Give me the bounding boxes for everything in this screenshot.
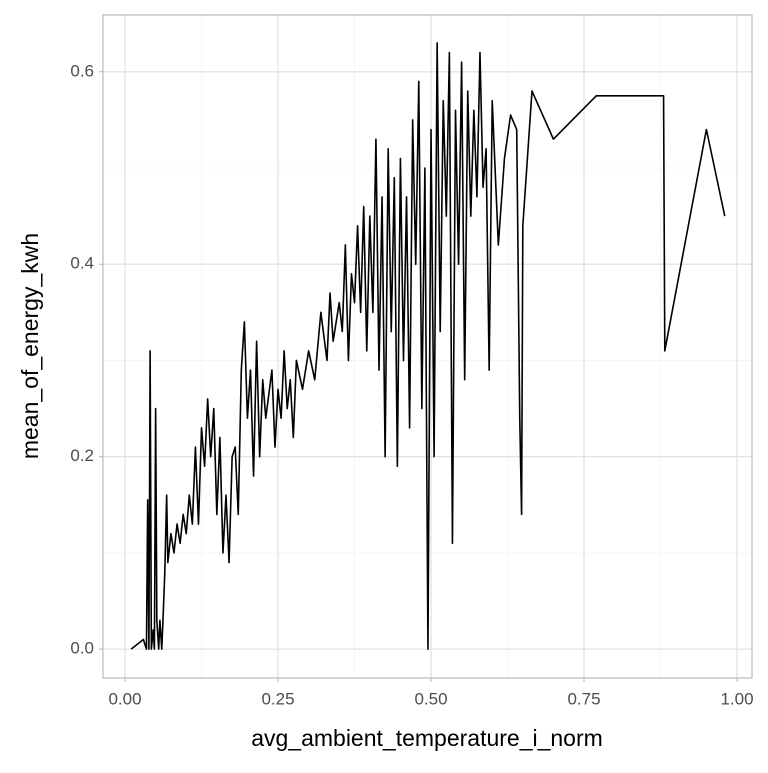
x-tick-label: 0.25 bbox=[261, 689, 294, 708]
plot-area bbox=[130, 42, 726, 650]
x-axis-title: avg_ambient_temperature_i_norm bbox=[251, 725, 603, 751]
panel-border bbox=[102, 14, 753, 679]
x-tick-label: 0.50 bbox=[414, 689, 447, 708]
y-tick-label: 0.2 bbox=[70, 446, 94, 465]
y-axis-title: mean_of_energy_kwh bbox=[17, 233, 43, 459]
y-tick-label: 0.6 bbox=[70, 61, 94, 80]
x-tick-label: 0.75 bbox=[567, 689, 600, 708]
y-tick-label: 0.0 bbox=[70, 639, 94, 658]
x-tick-label: 1.00 bbox=[720, 689, 753, 708]
data-line bbox=[130, 42, 726, 650]
x-tick-label: 0.00 bbox=[108, 689, 141, 708]
y-tick-label: 0.4 bbox=[70, 254, 94, 273]
